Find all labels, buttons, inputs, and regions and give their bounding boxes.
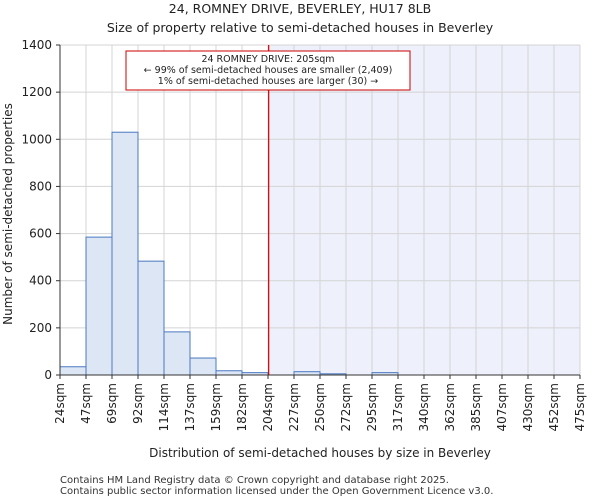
x-tick-label: 24sqm [53, 383, 67, 424]
bar [189, 357, 217, 376]
x-tick-label: 114sqm [157, 383, 171, 431]
bar [59, 366, 87, 376]
x-tick-label: 407sqm [495, 383, 509, 431]
x-tick-label: 317sqm [391, 383, 405, 431]
x-tick-label: 182sqm [235, 383, 249, 431]
annotation-line-3: 1% of semi-detached houses are larger (3… [158, 76, 378, 87]
x-tick-label: 47sqm [79, 383, 93, 424]
x-tick-label: 92sqm [131, 383, 145, 424]
annotation-line-1: 24 ROMNEY DRIVE: 205sqm [201, 54, 334, 65]
x-tick-label: 159sqm [209, 383, 223, 431]
annotation-frame [125, 50, 411, 91]
bar [163, 331, 191, 376]
y-tick-label: 400 [29, 274, 52, 288]
y-tick-label: 1000 [21, 132, 52, 146]
y-tick-label: 800 [29, 179, 52, 193]
annotation-line-2: ← 99% of semi-detached houses are smalle… [144, 65, 393, 76]
x-tick-label: 69sqm [105, 383, 119, 424]
bar [85, 236, 113, 376]
y-axis-label: Number of semi-detached properties [1, 103, 15, 325]
y-tick-label: 200 [29, 321, 52, 335]
footer-line-1: Contains HM Land Registry data © Crown c… [60, 475, 449, 486]
x-tick-label: 250sqm [313, 383, 327, 431]
y-tick-label: 600 [29, 227, 52, 241]
x-tick-label: 204sqm [261, 383, 275, 431]
x-tick-label: 362sqm [443, 383, 457, 431]
footer-line-2: Contains public sector information licen… [60, 486, 493, 497]
x-tick-label: 295sqm [365, 383, 379, 431]
y-tick-label: 0 [44, 368, 52, 382]
bar [215, 370, 243, 376]
x-tick-label: 475sqm [573, 383, 587, 431]
plot-area: 0 200 400 600 800 1000 1200 1400 24sqm 47sqm 69sqm… [21, 38, 587, 431]
x-tick-label: 430sqm [521, 383, 535, 431]
x-tick-label: 385sqm [469, 383, 483, 431]
x-tick-label: 272sqm [339, 383, 353, 431]
y-tick-label: 1400 [21, 38, 52, 52]
bar [111, 131, 139, 376]
x-tick-label: 137sqm [183, 383, 197, 431]
annotation-box: 24 ROMNEY DRIVE: 205sqm ← 99% of semi-de… [125, 50, 411, 91]
x-tick-label: 340sqm [417, 383, 431, 431]
x-tick-label: 452sqm [547, 383, 561, 431]
y-tick-label: 1200 [21, 85, 52, 99]
bar [137, 260, 165, 376]
x-axis-label: Distribution of semi-detached houses by … [149, 446, 491, 460]
chart-subtitle: Size of property relative to semi-detach… [107, 20, 494, 35]
x-tick-label: 227sqm [287, 383, 301, 431]
chart-title: 24, ROMNEY DRIVE, BEVERLEY, HU17 8LB [169, 1, 431, 16]
